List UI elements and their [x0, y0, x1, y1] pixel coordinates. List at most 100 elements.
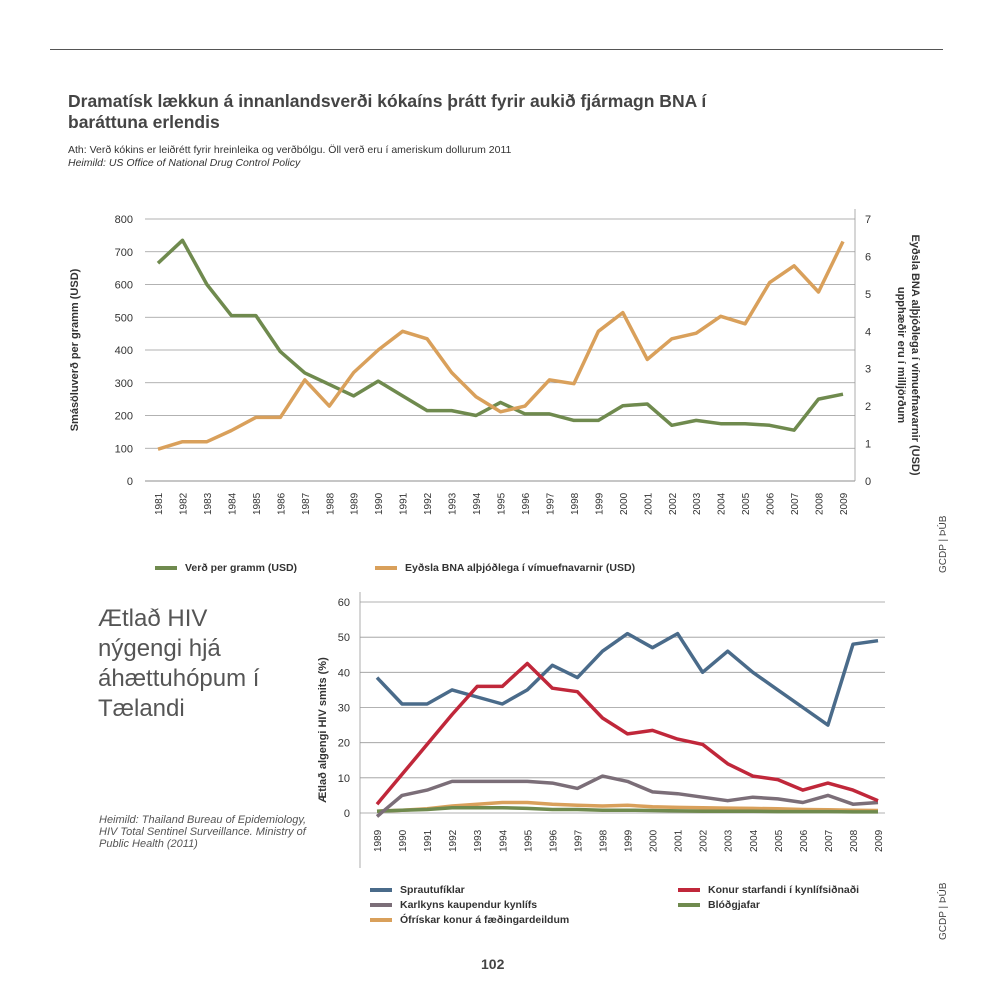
- x-tick-label: 2000: [619, 492, 630, 515]
- x-tick-label: 1996: [548, 829, 559, 852]
- y-tick-label: 600: [115, 280, 133, 292]
- x-tick-label: 1992: [448, 829, 459, 852]
- y-tick-label: 60: [338, 597, 350, 609]
- x-tick-label: 2005: [741, 492, 752, 515]
- page-title: Dramatísk lækkun á innanlandsverði kókaí…: [68, 91, 707, 132]
- cocaine-price-chart: 0 100 200 300 400 500 600 700 800 0 1 2 3 4 5 6 7 1981 198…: [69, 209, 921, 515]
- legend-swatch-clients: [370, 903, 392, 907]
- legend-swatch-spending: [375, 566, 397, 570]
- y-axis-label: Ætlað algengi HIV smits (%): [317, 657, 329, 803]
- x-tick-label: 1997: [573, 829, 584, 852]
- y2-tick-label: 2: [865, 401, 871, 413]
- legend-label-price: Verð per gramm (USD): [185, 562, 298, 574]
- credit-bottom: GCDP | ÞÚB: [938, 882, 949, 940]
- x-tick-label: 2001: [643, 492, 654, 515]
- legend-item-idu: Sprautufíklar: [370, 884, 465, 896]
- x-tick-label: 2007: [824, 829, 835, 852]
- x-tick-label: 1995: [497, 492, 508, 515]
- page-number: 102: [481, 956, 505, 972]
- y-tick-label: 10: [338, 773, 350, 785]
- y-tick-label: 0: [127, 476, 133, 488]
- x-tick-label: 2002: [668, 492, 679, 515]
- note-source: Heimild: US Office of National Drug Cont…: [68, 157, 301, 169]
- series-line-spending: [157, 240, 845, 451]
- legend-label-blood: Blóðgjafar: [708, 899, 760, 911]
- x-tick-label: 2006: [766, 492, 777, 515]
- x-tick-label: 2005: [774, 829, 785, 852]
- legend-label-pregnant: Ófrískar konur á fæðingardeildum: [400, 914, 570, 926]
- x-tick-label: 1994: [472, 492, 483, 515]
- legend-item-blood: Blóðgjafar: [678, 899, 760, 911]
- y-tick-label: 0: [344, 808, 350, 820]
- x-tick-label: 1986: [276, 492, 287, 515]
- note-text: Ath: Verð kókins er leiðrétt fyrir hrein…: [68, 144, 512, 156]
- y-tick-label: 40: [338, 667, 350, 679]
- y-tick-label: 200: [115, 411, 133, 423]
- x-tick-label: 1983: [203, 492, 214, 515]
- x-tick-label: 1991: [423, 829, 434, 852]
- y-tick-label: 50: [338, 632, 350, 644]
- y-tick-label: 20: [338, 738, 350, 750]
- series-line-idu: [375, 631, 879, 727]
- y2-tick-label: 6: [865, 251, 871, 263]
- y-tick-label: 800: [115, 214, 133, 226]
- x-tick-label: 2009: [839, 492, 850, 515]
- x-tick-label: 1987: [301, 492, 312, 515]
- legend-item-clients: Karlkyns kaupendur kynlífs: [370, 899, 537, 911]
- y2-axis-label-line2: upphæðir eru í milljörðum: [895, 287, 907, 424]
- x-tick-label: 2003: [724, 829, 735, 852]
- y-tick-label: 700: [115, 247, 133, 259]
- x-tick-label: 1981: [154, 492, 165, 515]
- x-tick-label: 1995: [523, 829, 534, 852]
- y2-tick-label: 5: [865, 289, 871, 301]
- x-tick-label: 2003: [692, 492, 703, 515]
- x-tick-label: 2009: [874, 829, 885, 852]
- legend-swatch-price: [155, 566, 177, 570]
- y2-tick-label: 1: [865, 439, 871, 451]
- x-tick-label: 1999: [624, 829, 635, 852]
- x-tick-label: 1993: [448, 492, 459, 515]
- y-axis-label: Smásöluverð per gramm (USD): [69, 268, 81, 431]
- x-tick-label: 1998: [598, 829, 609, 852]
- y-tick-label: 400: [115, 345, 133, 357]
- legend-swatch-blood: [678, 903, 700, 907]
- x-tick-label: 1984: [227, 492, 238, 515]
- y-tick-label: 100: [115, 443, 133, 455]
- x-tick-label: 2006: [799, 829, 810, 852]
- series-line-clients: [375, 774, 879, 818]
- y-tick-label: 30: [338, 703, 350, 715]
- hiv-source: Heimild: Thailand Bureau of Epidemiology…: [99, 814, 307, 850]
- y2-axis-label: Eyðsla BNA alþjóðlega í vímuefnavarnir (…: [909, 234, 921, 475]
- legend-label-idu: Sprautufíklar: [400, 884, 465, 896]
- y-tick-label: 300: [115, 378, 133, 390]
- series-line-pregnant: [376, 800, 879, 813]
- x-tick-label: 1998: [570, 492, 581, 515]
- x-tick-label: 1989: [373, 829, 384, 852]
- x-tick-label: 1992: [423, 492, 434, 515]
- legend-label-spending: Eyðsla BNA alþjóðlega í vímuefnavarnir (…: [405, 562, 636, 574]
- x-tick-label: 2001: [674, 829, 685, 852]
- y-tick-label: 500: [115, 312, 133, 324]
- hiv-prevalence-chart: 0 10 20 30 40 50 60 1989 1990 1991 1992 1993 1994 199…: [317, 592, 885, 868]
- series-line-price: [156, 238, 844, 432]
- x-tick-label: 1999: [594, 492, 605, 515]
- legend-item-pregnant: Ófrískar konur á fæðingardeildum: [370, 914, 569, 926]
- y2-tick-label: 3: [865, 364, 871, 376]
- x-tick-label: 2004: [717, 492, 728, 515]
- x-tick-label: 2004: [749, 829, 760, 852]
- x-tick-label: 1982: [178, 492, 189, 515]
- top-divider: [50, 49, 943, 50]
- y2-tick-label: 0: [865, 476, 871, 488]
- x-tick-label: 1991: [399, 492, 410, 515]
- x-tick-label: 2008: [849, 829, 860, 852]
- legend-swatch-sexworkers: [678, 888, 700, 892]
- legend-item-spending: Eyðsla BNA alþjóðlega í vímuefnavarnir (…: [375, 562, 635, 574]
- x-tick-label: 2007: [790, 492, 801, 515]
- legend-item-sexworkers: Konur starfandi í kynlífsiðnaði: [678, 884, 859, 896]
- y2-tick-label: 4: [865, 326, 871, 338]
- x-tick-label: 1994: [498, 829, 509, 852]
- legend-item-price: Verð per gramm (USD): [155, 562, 297, 574]
- x-tick-label: 2000: [649, 829, 660, 852]
- hiv-title: Ætlað HIV nýgengi hjá áhættuhópum í Tæla…: [98, 605, 260, 722]
- legend-swatch-pregnant: [370, 918, 392, 922]
